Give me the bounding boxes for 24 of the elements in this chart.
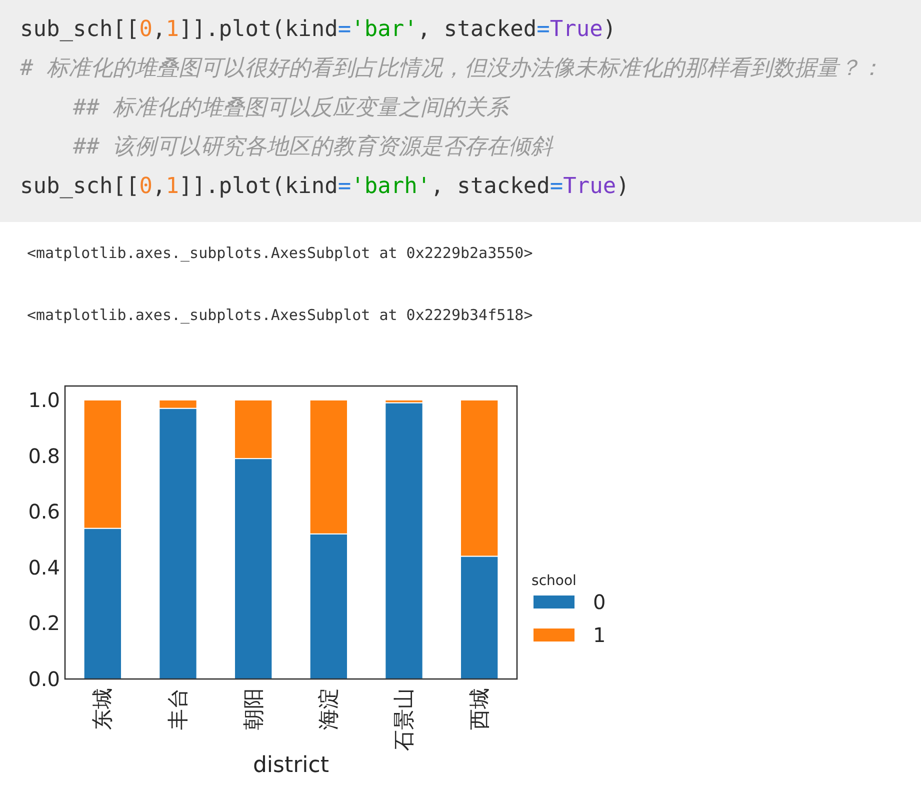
y-tick-label: 1.0 [28,388,60,412]
legend-title: school [532,573,576,589]
legend-label: 1 [593,623,606,647]
y-tick-label: 0.8 [28,444,60,468]
text: # 标准化的堆叠图可以很好的看到占比情况，但没办法像未标准化的那样看到数据量？： [19,56,882,82]
x-axis-title: district [252,753,330,778]
x-tick-label: 石景山 [392,688,416,751]
text: ## 该例可以研究各地区的教育资源是否存在倾斜 [20,134,554,160]
x-tick-label: 西城 [467,688,492,730]
text: sub_sch[[0,1]].plot(kind='barh', stacked=True) [20,174,630,199]
y-tick-label: 0.4 [28,555,60,580]
x-tick-label: 丰台 [166,688,190,730]
text: <matplotlib.axes._subplots.AxesSubplot at 0x2229b2a3550> [27,244,533,262]
y-tick-label: 0.0 [28,667,60,691]
bar [384,402,424,680]
text: <matplotlib.axes._subplots.AxesSubplot at 0x2229b34f518> [27,306,533,324]
legend-label: 0 [593,590,606,614]
text: sub_sch[[0,1]].plot(kind='bar', stacked=True) [20,17,616,42]
y-tick-label: 0.6 [28,500,60,524]
x-tick-label: 东城 [90,688,115,730]
x-tick-label: 海淀 [316,688,341,730]
y-tick-label: 0.2 [28,611,60,636]
x-tick-label: 朝阳 [241,688,266,730]
text: ## 标准化的堆叠图可以反应变量之间的关系 [20,95,511,120]
